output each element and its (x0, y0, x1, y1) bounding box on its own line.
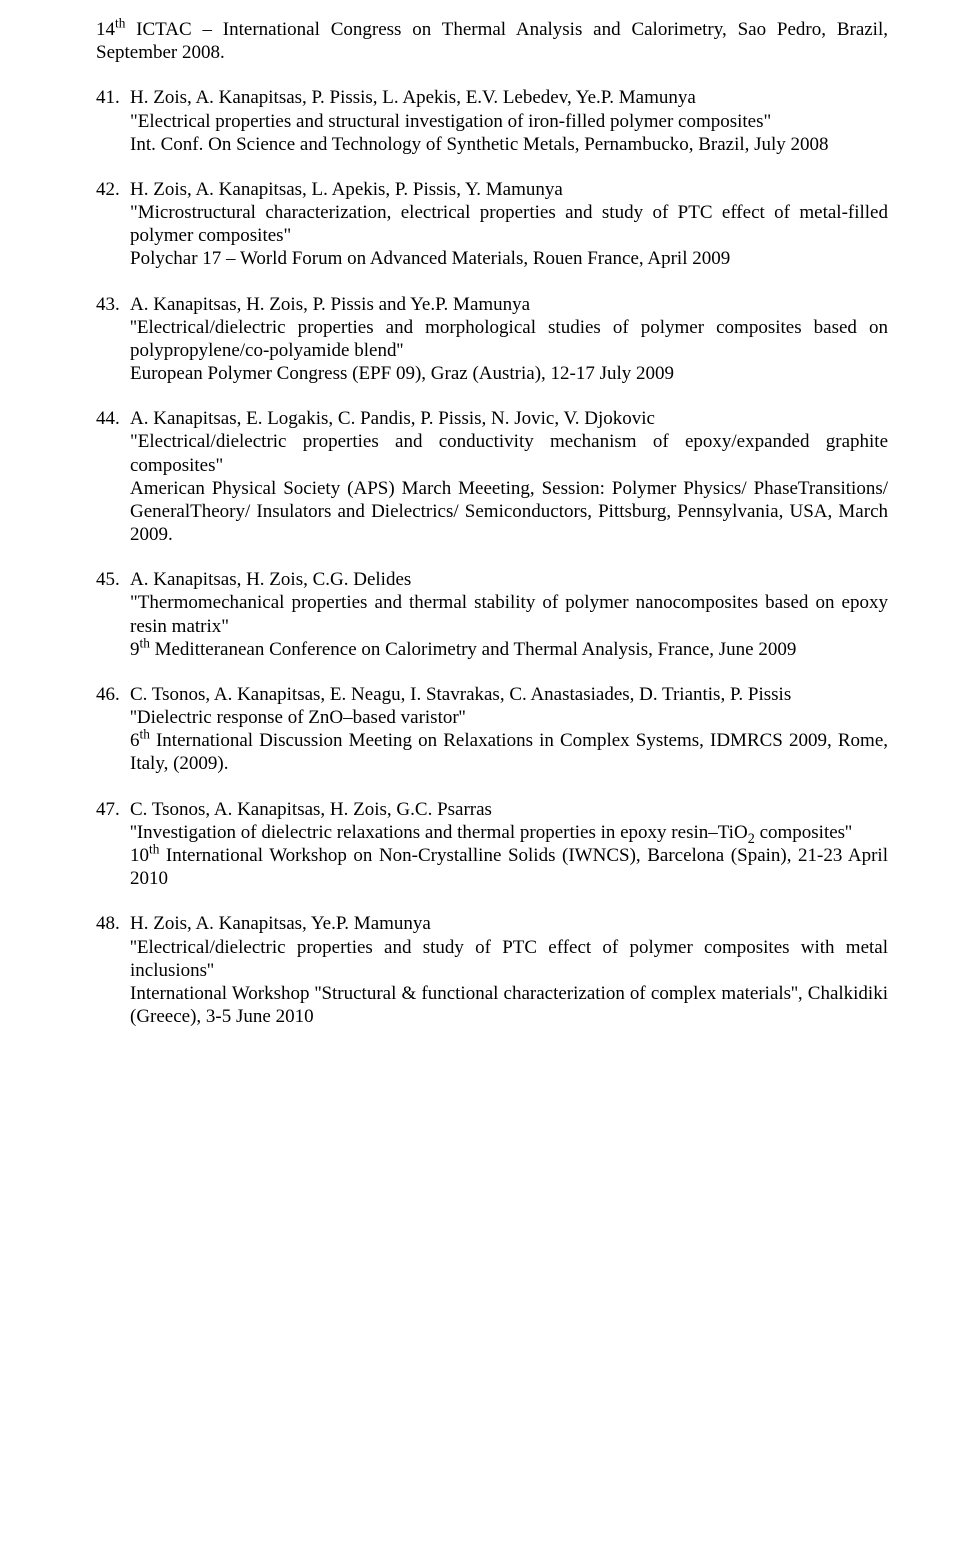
ref-number: 43. (96, 293, 130, 386)
ref-venue: American Physical Society (APS) March Me… (130, 478, 888, 545)
ref-venue: Int. Conf. On Science and Technology of … (130, 134, 829, 155)
ref-body: C. Tsonos, A. Kanapitsas, H. Zois, G.C. … (130, 798, 888, 891)
reference-44: 44. A. Kanapitsas, E. Logakis, C. Pandis… (96, 407, 888, 546)
reference-41: 41. H. Zois, A. Kanapitsas, P. Pissis, L… (96, 86, 888, 156)
text: ICTAC – International Congress on Therma… (96, 19, 888, 63)
ref-title: ''Investigation of dielectric relaxation… (130, 822, 852, 843)
ref-body: H. Zois, A. Kanapitsas, Ye.P. Mamunya ''… (130, 912, 888, 1028)
ref-title: "Electrical/dielectric properties and co… (130, 431, 888, 475)
ref-number: 41. (96, 86, 130, 156)
reference-48: 48. H. Zois, A. Kanapitsas, Ye.P. Mamuny… (96, 912, 888, 1028)
ref-title: ''Electrical/dielectric properties and s… (130, 937, 888, 981)
ref-venue: Polychar 17 – World Forum on Advanced Ma… (130, 248, 730, 269)
reference-46: 46. C. Tsonos, A. Kanapitsas, E. Neagu, … (96, 683, 888, 776)
ref-authors: H. Zois, A. Kanapitsas, Ye.P. Mamunya (130, 913, 431, 934)
reference-47: 47. C. Tsonos, A. Kanapitsas, H. Zois, G… (96, 798, 888, 891)
ref-number: 44. (96, 407, 130, 546)
ref-title: "Thermomechanical properties and thermal… (130, 592, 888, 636)
ref-authors: C. Tsonos, A. Kanapitsas, E. Neagu, I. S… (130, 684, 791, 705)
ordinal-sup: th (140, 727, 150, 742)
ref-authors: H. Zois, A. Kanapitsas, P. Pissis, L. Ap… (130, 87, 696, 108)
ordinal-sup: th (140, 635, 150, 650)
ref-venue: 10th International Workshop on Non-Cryst… (130, 845, 888, 889)
ref-title: "Microstructural characterization, elect… (130, 202, 888, 246)
ref-title: "Electrical properties and structural in… (130, 111, 771, 132)
ref-number: 48. (96, 912, 130, 1028)
ref-number: 42. (96, 178, 130, 271)
reference-45: 45. A. Kanapitsas, H. Zois, C.G. Delides… (96, 568, 888, 661)
ref-body: C. Tsonos, A. Kanapitsas, E. Neagu, I. S… (130, 683, 888, 776)
ref-venue: 9th Meditteranean Conference on Calorime… (130, 639, 796, 660)
ref-authors: H. Zois, A. Kanapitsas, L. Apekis, P. Pi… (130, 179, 563, 200)
ref-number: 46. (96, 683, 130, 776)
ref-body: A. Kanapitsas, E. Logakis, C. Pandis, P.… (130, 407, 888, 546)
ref-number: 45. (96, 568, 130, 661)
ref-authors: A. Kanapitsas, H. Zois, C.G. Delides (130, 569, 411, 590)
reference-42: 42. H. Zois, A. Kanapitsas, L. Apekis, P… (96, 178, 888, 271)
ref-body: A. Kanapitsas, H. Zois, C.G. Delides "Th… (130, 568, 888, 661)
ref-venue: European Polymer Congress (EPF 09), Graz… (130, 363, 674, 384)
ref-title: ''Dielectric response of ZnO–based varis… (130, 707, 466, 728)
ref-authors: A. Kanapitsas, H. Zois, P. Pissis and Ye… (130, 294, 530, 315)
reference-43: 43. A. Kanapitsas, H. Zois, P. Pissis an… (96, 293, 888, 386)
ref-venue: 6th International Discussion Meeting on … (130, 730, 888, 774)
ref-title: ''Electrical/dielectric properties and m… (130, 317, 888, 361)
ref-body: H. Zois, A. Kanapitsas, L. Apekis, P. Pi… (130, 178, 888, 271)
ref-authors: C. Tsonos, A. Kanapitsas, H. Zois, G.C. … (130, 799, 492, 820)
text: 14 (96, 19, 115, 40)
page: 14th ICTAC – International Congress on T… (0, 0, 960, 1090)
ordinal-sup: th (149, 842, 159, 857)
ref-venue: International Workshop ''Structural & fu… (130, 983, 888, 1027)
ref-number: 47. (96, 798, 130, 891)
ordinal-sup: th (115, 16, 125, 31)
ref-body: A. Kanapitsas, H. Zois, P. Pissis and Ye… (130, 293, 888, 386)
venue-continuation: 14th ICTAC – International Congress on T… (96, 18, 888, 64)
ref-authors: A. Kanapitsas, E. Logakis, C. Pandis, P.… (130, 408, 655, 429)
ref-body: H. Zois, A. Kanapitsas, P. Pissis, L. Ap… (130, 86, 888, 156)
